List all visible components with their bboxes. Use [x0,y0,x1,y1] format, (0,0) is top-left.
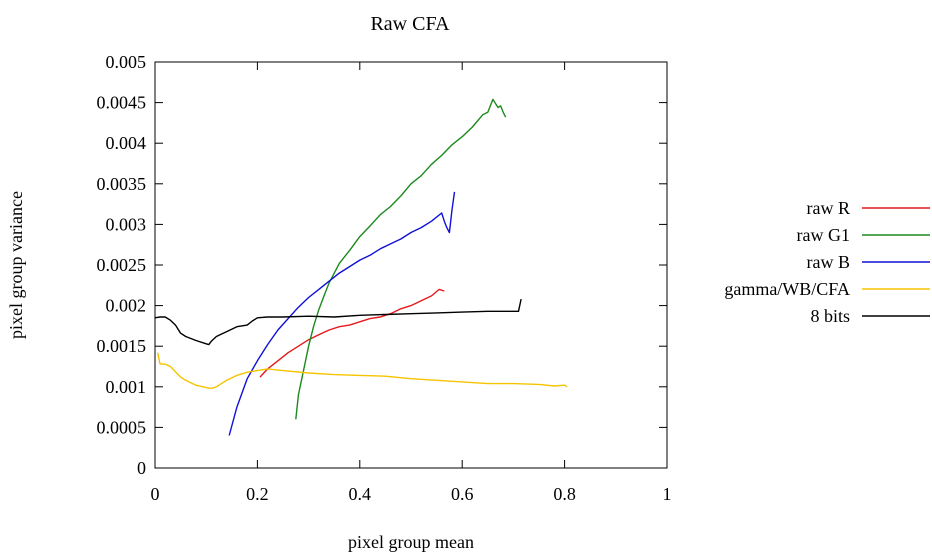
plot-frame [154,61,668,469]
y-tick-label: 0.0035 [97,174,147,194]
series-line-raw-r [259,288,445,378]
y-tick-label: 0.001 [106,377,147,397]
legend: raw R raw G1 raw B gamma/WB/CFA 8 bits [724,198,930,326]
y-tick-label: 0 [137,458,146,478]
y-tick-label: 0.0045 [97,93,147,113]
x-tick-label: 0.6 [451,484,474,504]
series-line-gamma-wb-cfa [156,352,568,390]
x-tick-label: 1 [663,484,672,504]
x-tick-label: 0.2 [246,484,269,504]
x-tick-label: 0 [151,484,160,504]
series-lines [154,98,568,436]
x-tick-label: 0.8 [553,484,576,504]
legend-label: gamma/WB/CFA [724,279,850,299]
x-axis-label: pixel group mean [348,532,474,552]
y-tick-label: 0.0015 [97,336,147,356]
x-tick-label: 0.4 [349,484,372,504]
legend-label: 8 bits [810,306,850,326]
y-tick-label: 0.002 [106,296,147,316]
y-tick-label: 0.003 [106,214,147,234]
y-tick-label: 0.005 [106,52,147,72]
series-line-raw-g1 [295,98,507,420]
y-axis-label: pixel group variance [6,191,26,339]
chart-title: Raw CFA [370,13,450,35]
series-line-raw-b [228,191,456,436]
y-tick-label: 0.0005 [97,417,147,437]
legend-label: raw R [807,198,851,218]
y-tick-label: 0.0025 [97,255,147,275]
y-tick-label: 0.004 [106,133,147,153]
series-line-8-bits [154,298,522,346]
legend-label: raw B [807,252,851,272]
axis-ticks: 0 0.2 0.4 0.6 0.8 1 0 0.0005 0.001 0.0015 0.002 0.0… [97,52,672,504]
legend-label: raw G1 [797,225,850,245]
